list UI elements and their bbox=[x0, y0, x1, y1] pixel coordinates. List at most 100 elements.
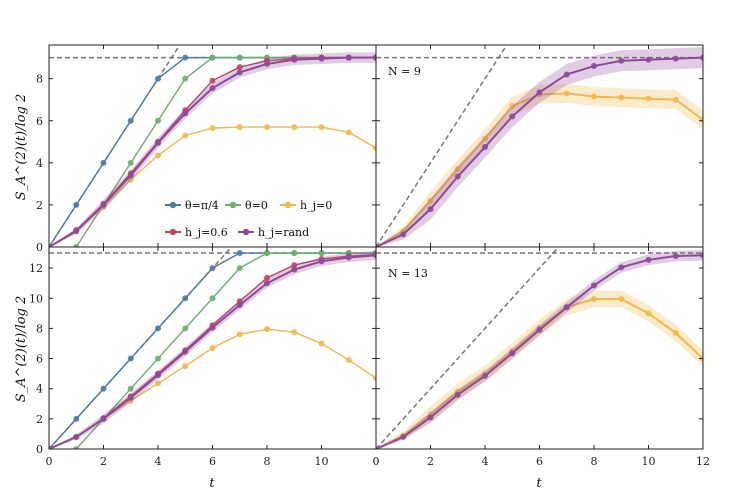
data-point bbox=[182, 325, 189, 332]
x-axis-label: t bbox=[209, 476, 215, 491]
y-axis-label: S_A^(2)(t)/log 2 bbox=[14, 94, 29, 201]
y-tick-label: 0 bbox=[36, 241, 43, 254]
data-point bbox=[264, 326, 270, 333]
data-point bbox=[345, 54, 352, 61]
data-point bbox=[454, 173, 461, 180]
y-axis-label: S_A^(2)(t)/log 2 bbox=[14, 296, 29, 403]
data-point bbox=[127, 117, 134, 124]
legend: θ=π/4 θ=0 h_j=0 h_j=0.6 h_j=rand bbox=[165, 199, 332, 239]
data-point bbox=[509, 113, 516, 120]
data-point bbox=[672, 55, 679, 62]
data-point bbox=[345, 254, 352, 261]
data-point bbox=[155, 372, 161, 379]
data-point bbox=[482, 144, 488, 151]
y-tick-label: 8 bbox=[36, 322, 43, 335]
data-point bbox=[291, 250, 298, 257]
x-tick-label: 6 bbox=[536, 455, 543, 468]
data-point bbox=[264, 280, 270, 287]
linear-growth-line bbox=[376, 247, 560, 449]
data-point bbox=[345, 129, 352, 136]
data-point bbox=[182, 132, 189, 139]
data-point bbox=[591, 282, 597, 289]
y-tick-label: 10 bbox=[29, 292, 43, 305]
data-point bbox=[49, 446, 52, 449]
data-point bbox=[127, 355, 134, 362]
data-point bbox=[291, 266, 298, 273]
data-point bbox=[209, 125, 216, 132]
data-point bbox=[373, 54, 376, 61]
data-point bbox=[155, 139, 161, 146]
data-point bbox=[645, 56, 652, 63]
data-point bbox=[454, 391, 461, 398]
panel-top-left: 0 2 4 6 8 bbox=[36, 44, 377, 254]
data-point bbox=[264, 60, 270, 67]
y-tick-label: 4 bbox=[36, 157, 43, 170]
x-tick-label: 10 bbox=[642, 455, 656, 468]
data-point bbox=[155, 75, 161, 82]
data-point bbox=[73, 415, 80, 422]
x-tick-label: 4 bbox=[482, 455, 489, 468]
data-point bbox=[509, 103, 516, 110]
data-point bbox=[155, 325, 161, 332]
data-point bbox=[100, 415, 107, 422]
x-tick-label: 8 bbox=[264, 455, 271, 468]
series-h_j=rand bbox=[49, 52, 376, 247]
legend-label: θ=0 bbox=[245, 199, 268, 212]
x-axis-label: t bbox=[536, 476, 542, 491]
data-point bbox=[291, 56, 298, 63]
data-point bbox=[100, 159, 107, 166]
data-point bbox=[591, 296, 597, 303]
data-point bbox=[291, 124, 298, 131]
size-annotation: N = 9 bbox=[388, 65, 421, 78]
data-point bbox=[591, 93, 597, 100]
legend-label: h_j=0 bbox=[300, 199, 332, 212]
data-point bbox=[155, 380, 161, 387]
data-point bbox=[427, 206, 434, 213]
data-point bbox=[318, 124, 325, 131]
x-tick-label: 2 bbox=[100, 455, 107, 468]
data-point bbox=[236, 250, 243, 257]
y-tick-label: 6 bbox=[36, 115, 43, 128]
series-line bbox=[75, 252, 376, 449]
data-point bbox=[482, 135, 488, 142]
data-point bbox=[209, 295, 216, 302]
x-tick-label: 0 bbox=[46, 455, 53, 468]
data-point bbox=[482, 372, 488, 379]
series-h_j=0 bbox=[49, 326, 376, 449]
data-point bbox=[209, 324, 216, 331]
data-point bbox=[182, 110, 189, 117]
series-h_j=rand bbox=[376, 250, 703, 449]
data-point bbox=[563, 304, 570, 311]
series-h_j=rand bbox=[376, 47, 703, 247]
legend-entry: h_j=0 bbox=[280, 199, 332, 212]
linear-growth-line bbox=[376, 45, 508, 247]
data-point bbox=[155, 355, 161, 362]
y-tick-label: 0 bbox=[36, 443, 43, 456]
data-point bbox=[49, 244, 52, 247]
data-point bbox=[373, 375, 376, 382]
data-point bbox=[236, 331, 243, 338]
data-point bbox=[700, 252, 703, 259]
data-point bbox=[236, 265, 243, 272]
data-point bbox=[236, 302, 243, 309]
data-point bbox=[318, 258, 325, 265]
data-point bbox=[182, 348, 189, 355]
data-point bbox=[236, 124, 243, 131]
data-point bbox=[563, 90, 570, 97]
data-point bbox=[536, 89, 543, 96]
axes-frame bbox=[48, 44, 377, 248]
data-point bbox=[209, 265, 216, 272]
data-point bbox=[291, 262, 298, 269]
data-point bbox=[318, 340, 325, 347]
error-band bbox=[376, 250, 703, 449]
data-point bbox=[264, 124, 270, 131]
data-point bbox=[563, 71, 570, 78]
data-point bbox=[73, 228, 80, 235]
legend-entry: h_j=0.6 bbox=[165, 226, 228, 239]
data-point bbox=[672, 96, 679, 103]
data-point bbox=[400, 231, 407, 238]
data-point bbox=[454, 166, 461, 173]
y-tick-label: 12 bbox=[29, 262, 43, 275]
x-tick-label: 4 bbox=[155, 455, 162, 468]
